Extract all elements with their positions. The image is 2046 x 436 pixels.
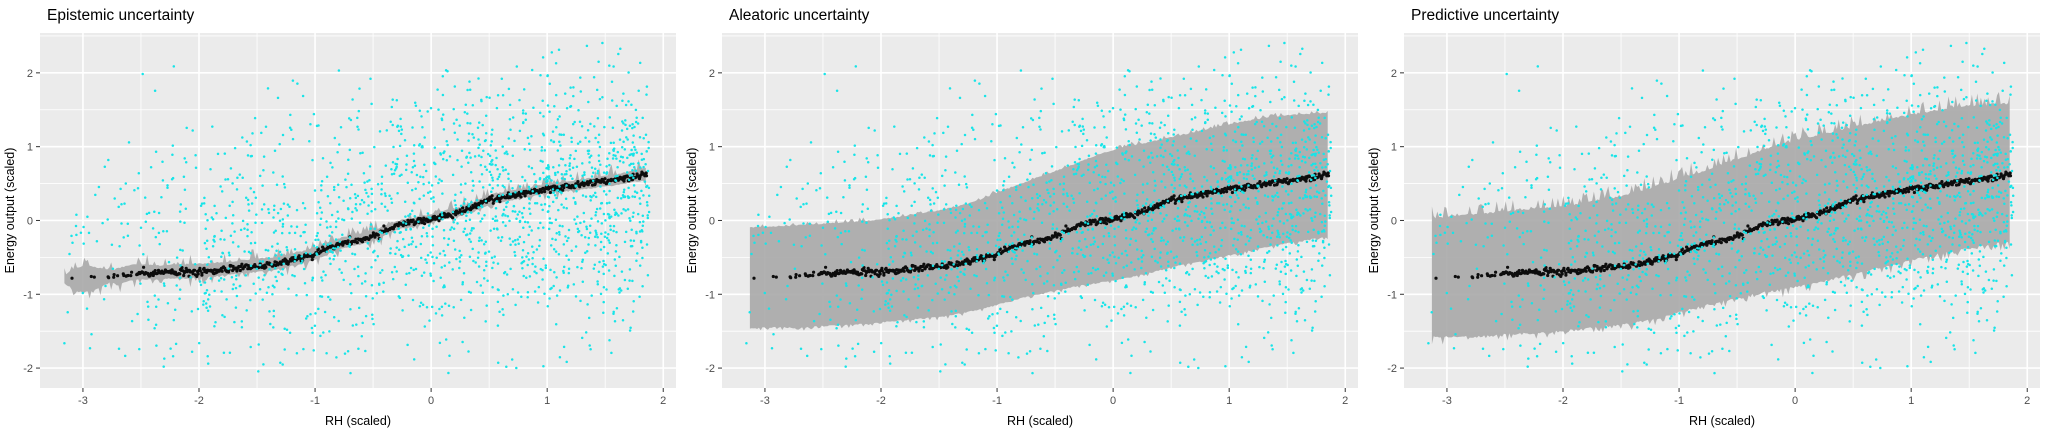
panel-aleatoric: Aleatoric uncertainty -3 -2 -1 0 1 2 2 1 0 -1 -2 RH … [682,0,1364,436]
x-tick-label: -3 [78,395,88,407]
y-tick-label: 0 [1391,215,1397,227]
y-tick-label: 2 [27,68,33,80]
epistemic-uncertainty-chart: Epistemic uncertainty -3 -2 -1 0 1 2 2 1 0 -1 -2 RH … [3,7,676,428]
x-tick-label: 2 [660,395,666,407]
y-tick-label: 1 [1391,142,1397,154]
y-tick-label: 2 [709,68,715,80]
panel-predictive: Predictive uncertainty -3 -2 -1 0 1 2 2 1 0 -1 -2 RH… [1364,0,2046,436]
y-tick-label: 0 [709,215,715,227]
mean-prediction-points [752,170,1331,280]
y-tick-label: -1 [23,289,33,301]
y-axis-label: Energy output (scaled) [685,148,699,274]
x-axis-label: RH (scaled) [1689,414,1755,428]
x-tick-label: -3 [760,395,770,407]
panel-epistemic: Epistemic uncertainty -3 -2 -1 0 1 2 2 1 0 -1 -2 RH … [0,0,682,436]
axis-ticks [36,72,664,392]
x-axis-label: RH (scaled) [325,414,391,428]
y-tick-label: 0 [27,215,33,227]
predictive-uncertainty-chart: Predictive uncertainty -3 -2 -1 0 1 2 2 1 0 -1 -2 RH… [1367,7,2040,428]
y-tick-label: 1 [709,142,715,154]
x-tick-label: 0 [1110,395,1116,407]
x-tick-label: -1 [310,395,320,407]
x-axis-label: RH (scaled) [1007,414,1073,428]
x-tick-label: 1 [1226,395,1232,407]
panel-title: Aleatoric uncertainty [729,7,870,24]
x-tick-label: 1 [1908,395,1914,407]
panel-title: Epistemic uncertainty [47,7,195,24]
uncertainty-ribbon [749,110,1328,331]
x-tick-label: 2 [1342,395,1348,407]
x-tick-label: -2 [1558,395,1568,407]
y-tick-label: 1 [27,142,33,154]
y-tick-label: 2 [1391,68,1397,80]
y-tick-label: -2 [705,363,715,375]
x-tick-label: 0 [1792,395,1798,407]
x-tick-label: -3 [1442,395,1452,407]
aleatoric-uncertainty-chart: Aleatoric uncertainty -3 -2 -1 0 1 2 2 1 0 -1 -2 RH … [685,7,1358,428]
observation-points [63,41,651,375]
x-tick-label: -1 [1674,395,1684,407]
observation-points [1427,41,2015,375]
y-axis-label: Energy output (scaled) [3,148,17,274]
y-tick-label: -2 [23,363,33,375]
x-tick-label: -1 [992,395,1002,407]
x-tick-label: 0 [428,395,434,407]
y-tick-label: -1 [1387,289,1397,301]
y-axis-label: Energy output (scaled) [1367,148,1381,274]
axis-ticks [1400,72,2028,392]
uncertainty-ribbon [64,159,646,299]
x-tick-label: -2 [194,395,204,407]
panel-title: Predictive uncertainty [1411,7,1559,24]
observation-points [745,41,1333,375]
y-tick-label: -2 [1387,363,1397,375]
gridlines [40,33,676,388]
x-tick-label: -2 [876,395,886,407]
x-tick-label: 1 [544,395,550,407]
mean-prediction-points [70,170,649,280]
y-tick-label: -1 [705,289,715,301]
axis-ticks [718,72,1346,392]
x-tick-label: 2 [2024,395,2030,407]
uncertainty-ribbon [1431,92,2010,345]
